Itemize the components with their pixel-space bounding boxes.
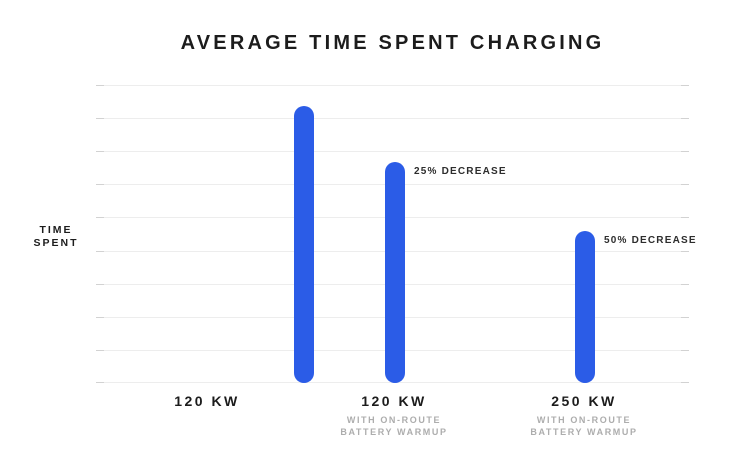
y-axis-label-line1: TIME xyxy=(39,224,73,236)
x-sublabel-250kw-warmup: WITH ON-ROUTE BATTERY WARMUP xyxy=(494,414,674,438)
bar-250kw-warmup: 50% DECREASE xyxy=(575,231,696,383)
bar-group-120kw xyxy=(294,85,314,383)
x-sublabel-250kw-warmup-line2: BATTERY WARMUP xyxy=(530,427,638,437)
x-sublabel-120kw-warmup: WITH ON-ROUTE BATTERY WARMUP xyxy=(304,414,484,438)
x-label-group-250kw-warmup: 250 KW WITH ON-ROUTE BATTERY WARMUP xyxy=(494,393,674,438)
gridline xyxy=(96,85,689,86)
x-label-120kw: 120 KW xyxy=(174,393,240,409)
y-axis-label-line2: SPENT xyxy=(33,237,79,249)
plot-area: 25% DECREASE 50% DECREASE xyxy=(96,85,696,383)
bar-120kw-warmup: 25% DECREASE xyxy=(385,162,506,383)
bar-group-120kw-warmup: 25% DECREASE xyxy=(385,85,506,383)
x-label-group-120kw: 120 KW xyxy=(117,393,297,410)
annotation-50-percent-decrease: 50% DECREASE xyxy=(604,235,697,247)
x-label-120kw-warmup: 120 KW xyxy=(361,393,427,409)
annotation-25-percent-decrease: 25% DECREASE xyxy=(414,166,507,178)
gridline xyxy=(96,151,689,153)
bar-group-250kw-warmup: 50% DECREASE xyxy=(575,85,696,383)
x-label-250kw-warmup: 250 KW xyxy=(551,393,617,409)
x-label-group-120kw-warmup: 120 KW WITH ON-ROUTE BATTERY WARMUP xyxy=(304,393,484,438)
x-sublabel-250kw-warmup-line1: WITH ON-ROUTE xyxy=(536,415,632,425)
gridline xyxy=(96,118,689,120)
x-sublabel-120kw-warmup-line2: BATTERY WARMUP xyxy=(340,427,448,437)
chart-title: AVERAGE TIME SPENT CHARGING xyxy=(180,32,605,54)
bar-120kw xyxy=(294,105,314,383)
x-sublabel-120kw-warmup-line1: WITH ON-ROUTE xyxy=(346,415,442,425)
y-axis-label: TIME SPENT xyxy=(18,224,94,250)
